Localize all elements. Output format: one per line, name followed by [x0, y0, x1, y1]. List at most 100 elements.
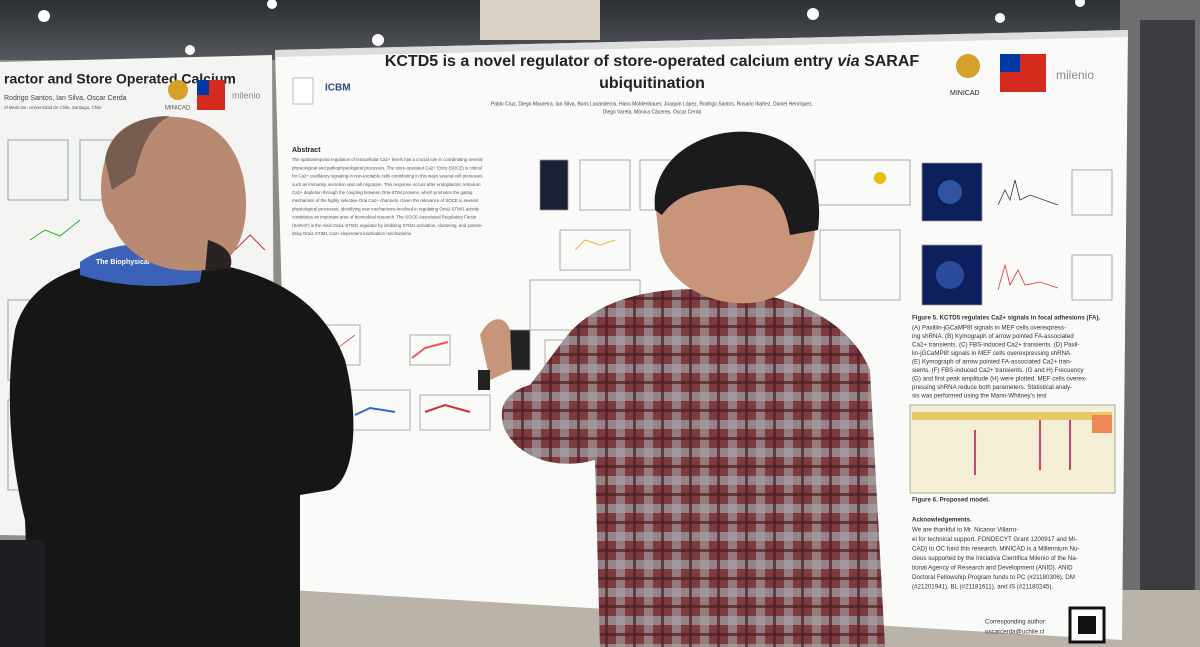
person-right-hand	[480, 319, 512, 380]
decoration	[185, 45, 195, 55]
contact-label: Corresponding author:	[985, 619, 1047, 626]
decoration	[938, 180, 962, 204]
text-line: The spatiotemporal regulation of intrace…	[292, 157, 483, 162]
figure-panels	[299, 159, 1116, 494]
qr-code	[1068, 606, 1106, 644]
text-line: We are thankful to Mr. Nicanor Villarro-	[912, 527, 1018, 534]
text-line: sients. (F) FBS-induced Ca2+ transients.…	[912, 367, 1084, 374]
text-line: (G) and first peak amplitude (H) were pl…	[912, 376, 1087, 383]
decoration	[372, 34, 384, 46]
decoration	[419, 394, 491, 431]
decoration	[819, 229, 901, 301]
background-person	[0, 540, 45, 647]
decoration	[559, 229, 631, 271]
text-line: (A) Paxillin-jGCaMP8f signals in MEF cel…	[912, 325, 1066, 332]
text-line: el for technical support. FONDECYT Grant…	[912, 536, 1077, 543]
decoration	[409, 334, 451, 366]
decoration	[1071, 254, 1113, 301]
left-poster-authors: Rodrigo Santos, Ian Silva, Oscar Cerda	[4, 95, 127, 102]
person-right-shirt	[501, 289, 885, 647]
decoration	[480, 0, 600, 40]
text-line: mechanism of the highly selective Orai C…	[292, 198, 478, 203]
lanyard-text: The Biophysical	[96, 259, 150, 266]
decoration	[574, 239, 616, 251]
decoration	[411, 341, 449, 359]
text-line: Doctoral Fellowship Program funds to PC …	[912, 574, 1075, 581]
decoration	[1000, 54, 1020, 72]
title-part: SARAF	[864, 53, 919, 70]
abstract: The spatiotemporal regulation of intrace…	[292, 157, 483, 236]
person-left-beard	[205, 240, 232, 272]
text-line: ating Orai1-STIM1 Ca2+-dependent inactiv…	[292, 231, 412, 236]
figure5-caption: (A) Paxillin-jGCaMP8f signals in MEF cel…	[912, 325, 1087, 400]
logo-text: MINICAD	[165, 106, 191, 112]
text-line: pressing shRNA reduce both parameters. S…	[912, 384, 1072, 391]
poster-title-line2: ubiquitination	[599, 75, 705, 92]
decoration	[1075, 0, 1085, 7]
decoration	[267, 0, 277, 9]
poster-authors: Diego Varela, Mónica Cáceres, Oscar Cerd…	[603, 109, 702, 115]
decoration	[1092, 415, 1112, 433]
decoration	[1071, 169, 1113, 216]
title-part: via	[837, 53, 859, 70]
qr-code	[1078, 616, 1096, 634]
text-line: physiological and pathophysiological pro…	[292, 165, 482, 170]
wristwatch	[478, 370, 490, 390]
decoration	[197, 80, 209, 95]
logo-text: ICBM	[325, 83, 351, 94]
text-line: ing shRNA. (B) Kymograph of arrow pointe…	[912, 333, 1074, 340]
decoration	[579, 159, 631, 211]
decoration	[168, 80, 188, 100]
decoration	[354, 406, 396, 416]
decoration	[1140, 20, 1195, 640]
decoration	[38, 0, 1085, 55]
decoration	[995, 13, 1005, 23]
decoration	[275, 30, 1128, 57]
text-line: cleus supported by the Iniciativa Cientí…	[912, 555, 1078, 562]
figure6-title: Figure 6. Proposed model.	[912, 497, 990, 504]
decoration	[509, 329, 531, 371]
logo-text: MINICAD	[950, 90, 980, 97]
person-right-hair	[654, 131, 820, 235]
contact-email: oscarcerda@uchile.cl	[985, 629, 1044, 636]
left-poster-affiliation: of Medicine, Universidad de Chile, Santi…	[4, 105, 102, 110]
decoration	[807, 8, 819, 20]
text-line: physiological processes, identifying new…	[292, 206, 480, 211]
decoration	[912, 412, 1112, 420]
person-left-hair	[105, 115, 170, 190]
decoration	[292, 77, 314, 105]
poster-title: KCTD5 is a novel regulator of store-oper…	[385, 53, 920, 70]
text-line: Ca2+ transients. (C) FBS-induced Ca2+ tr…	[912, 342, 1079, 349]
abstract-heading: Abstract	[292, 147, 321, 154]
logo-text: milenio	[232, 90, 261, 100]
text-line: tional Agency of Research and Developmen…	[912, 565, 1073, 572]
decoration	[936, 261, 964, 289]
decoration	[956, 54, 980, 78]
decoration	[997, 263, 1059, 291]
text-line: such as immunity, secretion and cell mig…	[292, 182, 481, 187]
acknowledgements: We are thankful to Mr. Nicanor Villarro-…	[912, 527, 1079, 591]
text-line: (#21201941), BL (#21181611), and IS (#21…	[912, 584, 1053, 591]
text-line: CAD) to OC fund this research. MiNICAD i…	[912, 546, 1079, 553]
ack-heading: Acknowledgements.	[912, 517, 972, 524]
text-line: Ca2+ depletion through the coupling betw…	[292, 190, 473, 195]
poster-authors: Pablo Cruz, Diego Maureira, Ian Silva, B…	[491, 101, 813, 107]
decoration	[234, 234, 266, 251]
decoration	[424, 403, 471, 413]
decoration	[997, 179, 1059, 206]
text-line: constitutes an important area of biomedi…	[292, 215, 477, 220]
figure5-title: Figure 5. KCTD5 regulates Ca2+ signals i…	[912, 315, 1101, 322]
text-line: sis was performed using the Mann-Whitney…	[912, 393, 1047, 400]
decoration	[539, 159, 569, 211]
title-part: KCTD5 is a novel regulator of store-oper…	[385, 53, 833, 70]
logo-text: milenio	[1056, 68, 1094, 82]
decoration	[38, 10, 50, 22]
decoration	[7, 139, 69, 201]
text-line: (E) Kymograph of arrow pointed FA-associ…	[912, 359, 1072, 366]
text-line: for Ca2+ oscillatory signaling in non-ex…	[292, 174, 483, 179]
decoration	[29, 219, 81, 241]
person-left-sweater	[9, 259, 354, 647]
text-line: (SARAF) is the main Orai1-STIM1 regulato…	[292, 223, 483, 228]
